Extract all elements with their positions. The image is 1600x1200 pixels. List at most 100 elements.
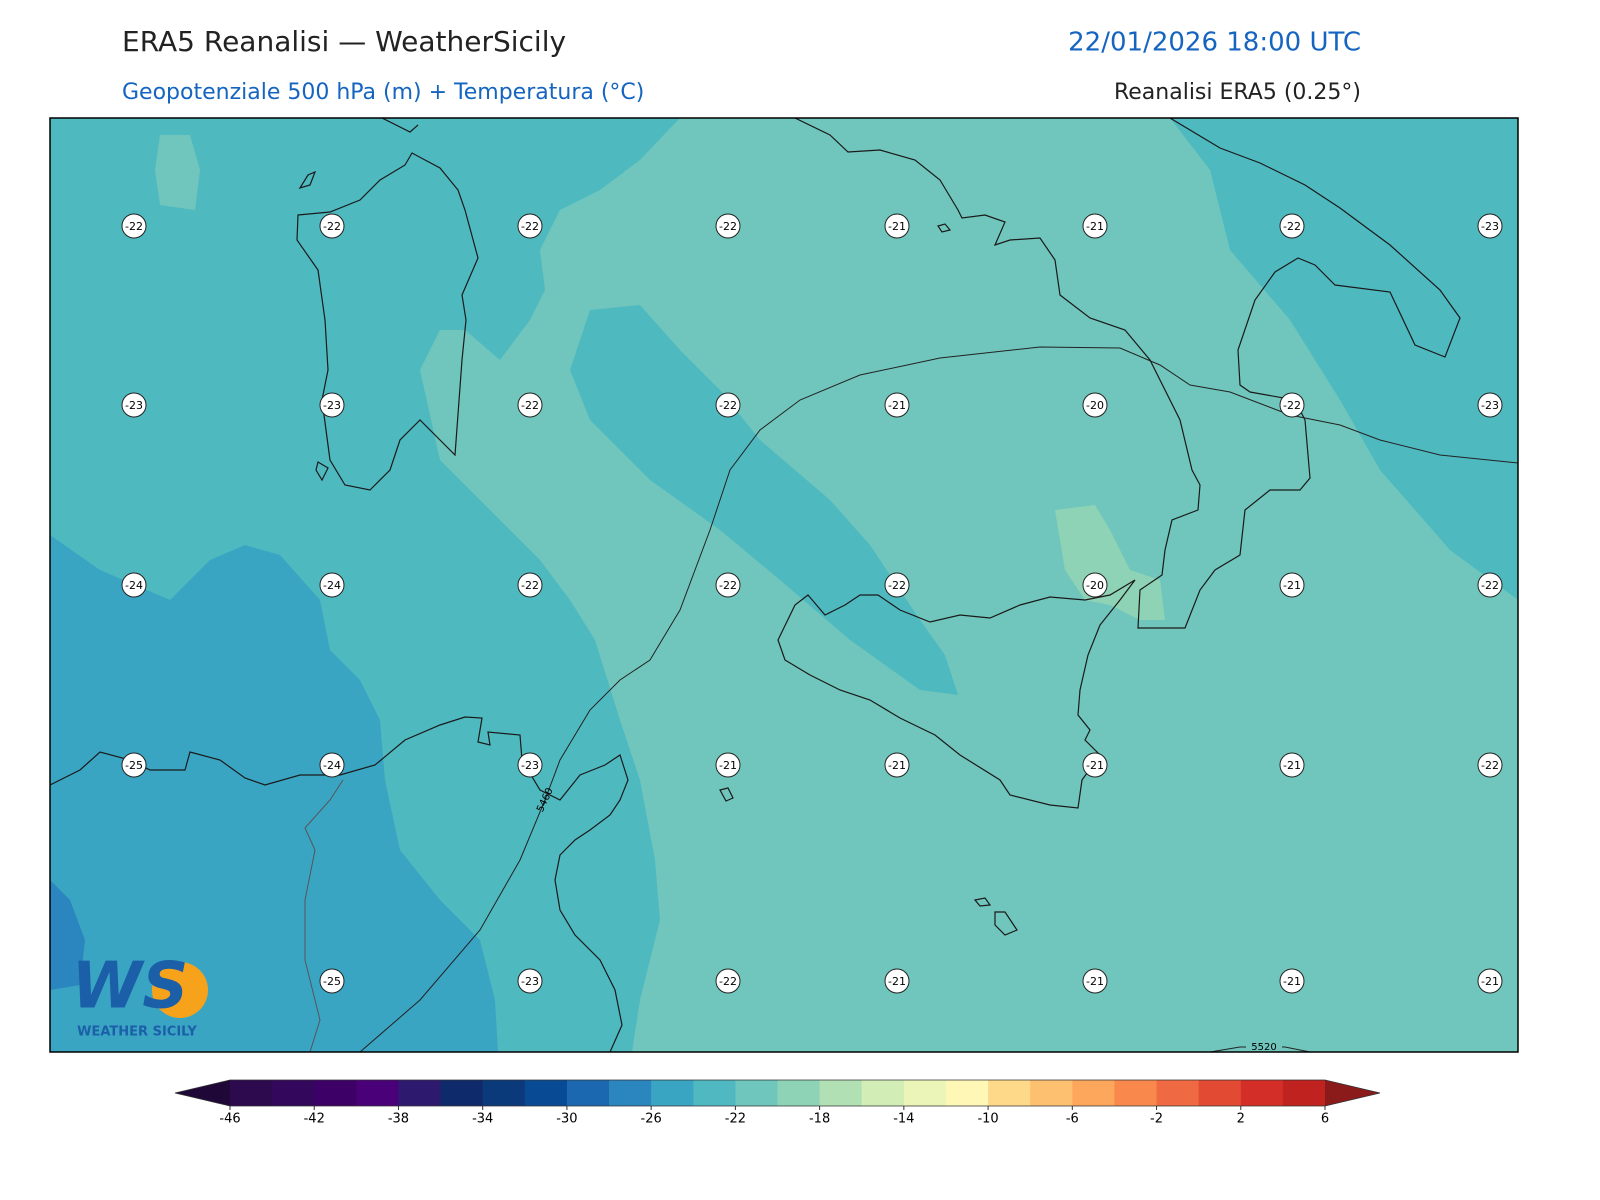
colorbar-bin — [1282, 1080, 1326, 1106]
logo: WS WEATHER SICILY — [72, 950, 208, 1040]
temp-label: -21 — [888, 975, 906, 988]
colorbar-bin — [861, 1080, 905, 1106]
temp-marker — [884, 392, 910, 418]
temp-label: -23 — [1481, 220, 1499, 233]
temp-marker — [121, 392, 147, 418]
colorbar-tick-label: -26 — [641, 1112, 662, 1127]
temp-marker — [319, 752, 345, 778]
colorbar-bin — [1114, 1080, 1158, 1106]
colorbar-tick-label: 6 — [1321, 1112, 1329, 1127]
temp-label: -21 — [1481, 975, 1499, 988]
temp-marker — [715, 392, 741, 418]
temp-marker — [517, 213, 543, 239]
temp-marker — [1279, 392, 1305, 418]
coastline — [794, 118, 1461, 629]
temp-marker — [1477, 392, 1503, 418]
temp-label: -22 — [719, 220, 737, 233]
temp-label: -22 — [323, 220, 341, 233]
temp-marker — [319, 572, 345, 598]
temp-label: -21 — [1283, 975, 1301, 988]
datetime: 22/01/2026 18:00 UTC — [1068, 28, 1361, 58]
colorbar-bin — [1030, 1080, 1073, 1106]
colorbar-bin — [1072, 1080, 1115, 1106]
temp-marker — [319, 213, 345, 239]
temp-label: -24 — [323, 759, 341, 772]
colorbar-over — [1325, 1080, 1380, 1106]
temp-label: -22 — [521, 220, 539, 233]
coastline — [719, 579, 1136, 936]
colorbar-tick-label: -6 — [1066, 1112, 1079, 1127]
colorbar-bin — [524, 1080, 568, 1106]
colorbar-bin — [735, 1080, 778, 1106]
fill — [570, 305, 958, 695]
temp-label: -21 — [1283, 759, 1301, 772]
colorbar-tick-label: -14 — [893, 1112, 914, 1127]
colorbar-tick-label: -46 — [219, 1112, 240, 1127]
colorbar-under — [175, 1080, 230, 1106]
temp-marker — [319, 968, 345, 994]
temp-marker — [884, 752, 910, 778]
colorbar-tick-label: -18 — [809, 1112, 830, 1127]
colorbar-tick-label: -10 — [977, 1112, 998, 1127]
temp-marker — [715, 968, 741, 994]
temp-marker — [517, 968, 543, 994]
fill — [420, 118, 1518, 1052]
temp-marker — [1279, 572, 1305, 598]
temp-label: -20 — [1086, 399, 1104, 412]
temp-label: -22 — [521, 399, 539, 412]
title: ERA5 Reanalisi — WeatherSicily — [122, 25, 566, 58]
temp-marker — [1082, 572, 1108, 598]
temp-label: -22 — [719, 975, 737, 988]
temp-marker — [121, 752, 147, 778]
temp-label: -24 — [125, 579, 143, 592]
temp-marker — [884, 213, 910, 239]
temp-label: -25 — [323, 975, 341, 988]
logo-sun — [152, 962, 208, 1018]
temperature-labels: -22 -22 -22 -22 -21 -21 -22 -23 -23 -23 -22 -22 -21 -… — [121, 213, 1503, 994]
temp-label: -25 — [125, 759, 143, 772]
temp-label: -24 — [323, 579, 341, 592]
temp-label: -21 — [719, 759, 737, 772]
temp-marker — [517, 572, 543, 598]
colorbar-bin — [651, 1080, 694, 1106]
colorbar-tick-label: -2 — [1150, 1112, 1163, 1127]
temp-label: -23 — [521, 975, 539, 988]
colorbar-bin — [398, 1080, 442, 1106]
colorbar-bin — [693, 1080, 736, 1106]
temp-label: -22 — [1283, 220, 1301, 233]
temp-marker — [1279, 213, 1305, 239]
colorbar-bin — [777, 1080, 821, 1106]
temp-label: -21 — [888, 759, 906, 772]
temp-marker — [884, 572, 910, 598]
subtitle: Geopotenziale 500 hPa (m) + Temperatura … — [122, 80, 644, 105]
contour-label: 5520 — [1251, 1042, 1276, 1053]
frame — [49, 117, 1519, 1053]
colorbar-bin — [356, 1080, 399, 1106]
temp-label: -21 — [888, 220, 906, 233]
fill — [155, 135, 200, 210]
colorbar-bin — [819, 1080, 863, 1106]
temp-marker — [1082, 213, 1108, 239]
colorbar-tick-label: -38 — [388, 1112, 409, 1127]
temp-label: -23 — [521, 759, 539, 772]
colorbar-bin — [1240, 1080, 1284, 1106]
logo-mark: WS — [72, 950, 189, 1024]
colorbar-bin — [903, 1080, 947, 1106]
colorbar-bin — [272, 1080, 315, 1106]
colorbar-bin — [945, 1080, 989, 1106]
colorbar-bin — [314, 1080, 357, 1106]
temp-marker — [715, 752, 741, 778]
temp-marker — [715, 213, 741, 239]
border — [304, 779, 344, 1052]
temp-marker — [1477, 968, 1503, 994]
temp-marker — [1279, 752, 1305, 778]
temp-label: -23 — [323, 399, 341, 412]
temp-marker — [715, 572, 741, 598]
temp-marker — [121, 572, 147, 598]
temp-label: -20 — [1086, 579, 1104, 592]
temp-marker — [1279, 968, 1305, 994]
temp-marker — [1477, 752, 1503, 778]
source: Reanalisi ERA5 (0.25°) — [1114, 80, 1361, 105]
colorbar-tick-label: -22 — [725, 1112, 746, 1127]
